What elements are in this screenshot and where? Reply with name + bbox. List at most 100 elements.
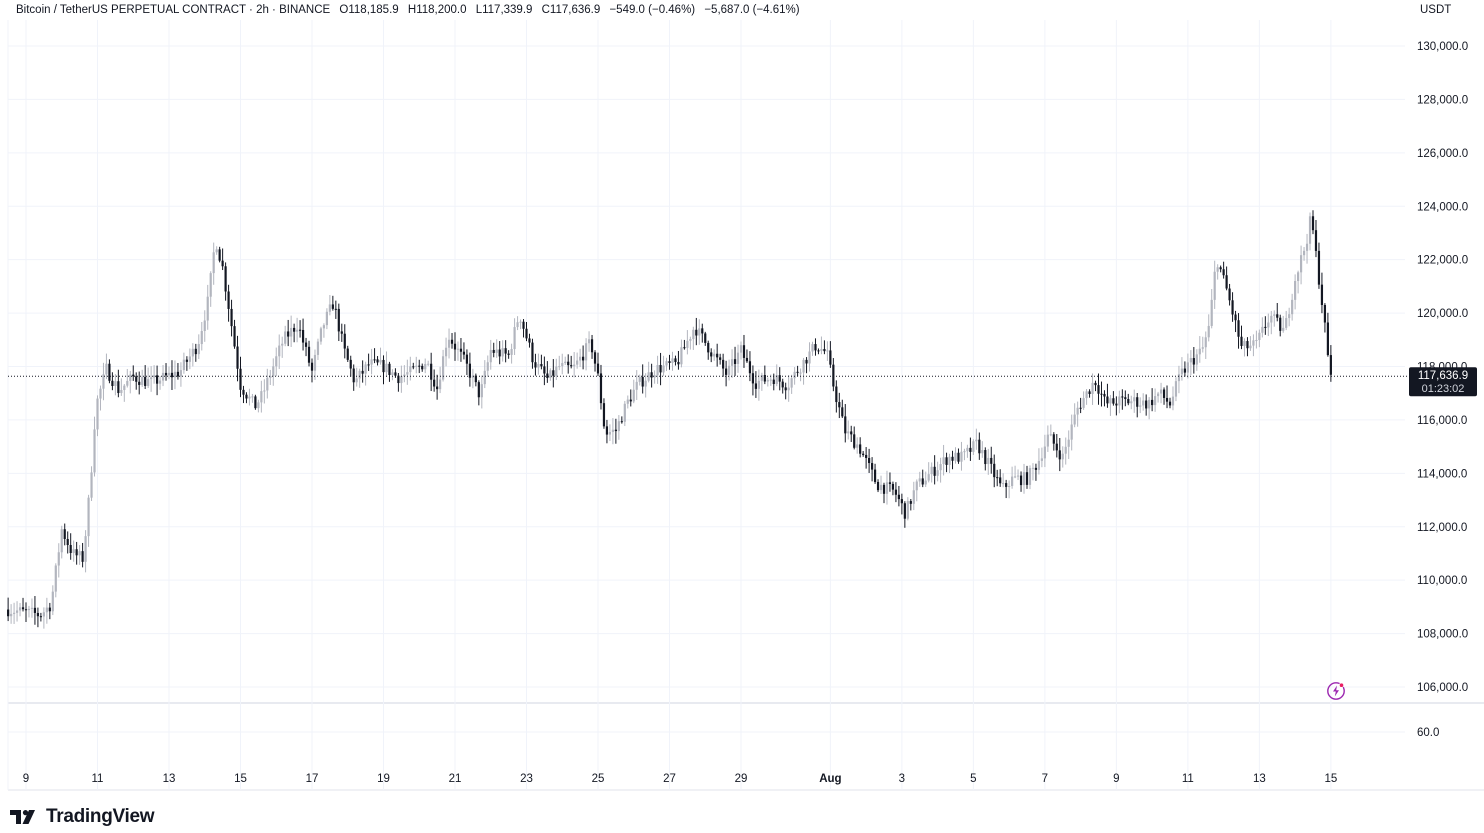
candle-body [647,372,650,381]
candle-body [349,359,352,369]
candle-body [155,375,159,384]
candle-body [900,499,903,504]
candle-body [1067,439,1070,447]
candle-body [453,343,457,350]
candle-body [325,311,328,326]
candle-body [495,349,498,353]
candle-body [629,399,632,402]
candle-body [1040,458,1043,461]
candle-body [695,329,698,336]
candle-body [781,381,784,388]
candle-body [230,308,233,327]
candle-body [686,340,689,348]
candle-body [1052,434,1055,444]
price-tick-label: 124,000.0 [1417,201,1468,213]
candle-body [170,372,174,378]
candle-body [403,374,406,377]
candle-body [480,384,483,398]
candle-body [376,359,379,363]
candle-body [1130,401,1133,404]
candle-body [141,376,144,385]
candle-body [459,348,463,352]
time-tick-label: 15 [1324,773,1337,785]
candle-body [391,372,394,375]
price-tick-label: 126,000.0 [1417,148,1468,160]
candle-body [1228,288,1231,301]
candle-body [596,363,600,374]
candle-body [185,359,188,362]
volume-tick-label: 60.0 [1417,727,1439,739]
candle-body [69,545,72,554]
candle-body [519,321,522,323]
candle-body [805,359,808,364]
candle-body [665,361,668,366]
candle-body [385,363,388,373]
candle-body [730,359,734,366]
candle-body [1261,326,1264,333]
candle-body [736,352,740,364]
candle-body [340,331,343,334]
candle-body [933,466,936,476]
candle-body [1326,322,1329,356]
candle-body [1073,414,1076,425]
candle-body [75,549,78,556]
time-axis[interactable]: 9 11 13 15 17 19 21 23 25 27 29 Aug 3 5 7 9 11 13 15 [23,773,1337,785]
candle-body [1156,393,1160,397]
candle-body [227,291,230,309]
candle-body [993,463,996,478]
candle-body [1118,396,1121,406]
candle-body [272,366,275,377]
candle-body [885,482,889,494]
candle-body [361,370,364,374]
candle-body [182,359,185,371]
candle-body [832,364,835,387]
candle-body [1037,460,1041,470]
candle-body [1139,405,1142,407]
candle-body [150,377,153,380]
candle-body [45,607,48,613]
candle-body [772,379,775,385]
candle-body [1314,230,1318,251]
candle-body [972,441,975,452]
price-tick-label: 108,000.0 [1417,629,1468,641]
tradingview-logo[interactable]: TradingView [10,806,155,828]
candle-body [856,444,859,448]
candle-body [1213,271,1216,300]
candle-body [1085,391,1088,399]
candle-body [290,327,293,337]
candle-body [981,450,984,454]
candle-body [203,320,206,332]
candle-body [117,381,120,394]
currency-label[interactable]: USDT [1420,4,1452,16]
time-tick-label: 11 [1182,773,1194,785]
candle-body [1103,393,1106,397]
candle-body [436,386,439,390]
candle-body [593,352,597,364]
price-tick-label: 122,000.0 [1417,255,1468,267]
candle-body [891,483,895,490]
candle-body [450,339,454,344]
candle-body [1183,368,1186,373]
candle-body [587,339,591,344]
lightning-alert-icon[interactable] [1326,681,1346,701]
candle-body [224,266,227,292]
candle-body [1076,407,1079,415]
candle-body [605,426,609,435]
candle-body [1159,389,1163,394]
candle-body [173,371,177,378]
price-axis[interactable]: 106,000.0 108,000.0 110,000.0 112,000.0 114,… [1417,41,1468,739]
last-price-marker: 117,636.901:23:02 [8,367,1477,397]
candle-body [1091,382,1094,395]
candle-body [1013,476,1017,478]
candle-body [713,353,716,357]
symbol-title[interactable]: Bitcoin / TetherUS PERPETUAL CONTRACT · … [16,4,331,16]
candle-body [1231,300,1234,315]
candle-body [206,296,209,321]
candle-body [313,354,317,371]
candle-body [653,375,656,378]
candle-body [614,429,617,432]
candle-body [1323,304,1327,323]
candle-body [197,344,200,355]
candle-body [879,484,883,491]
